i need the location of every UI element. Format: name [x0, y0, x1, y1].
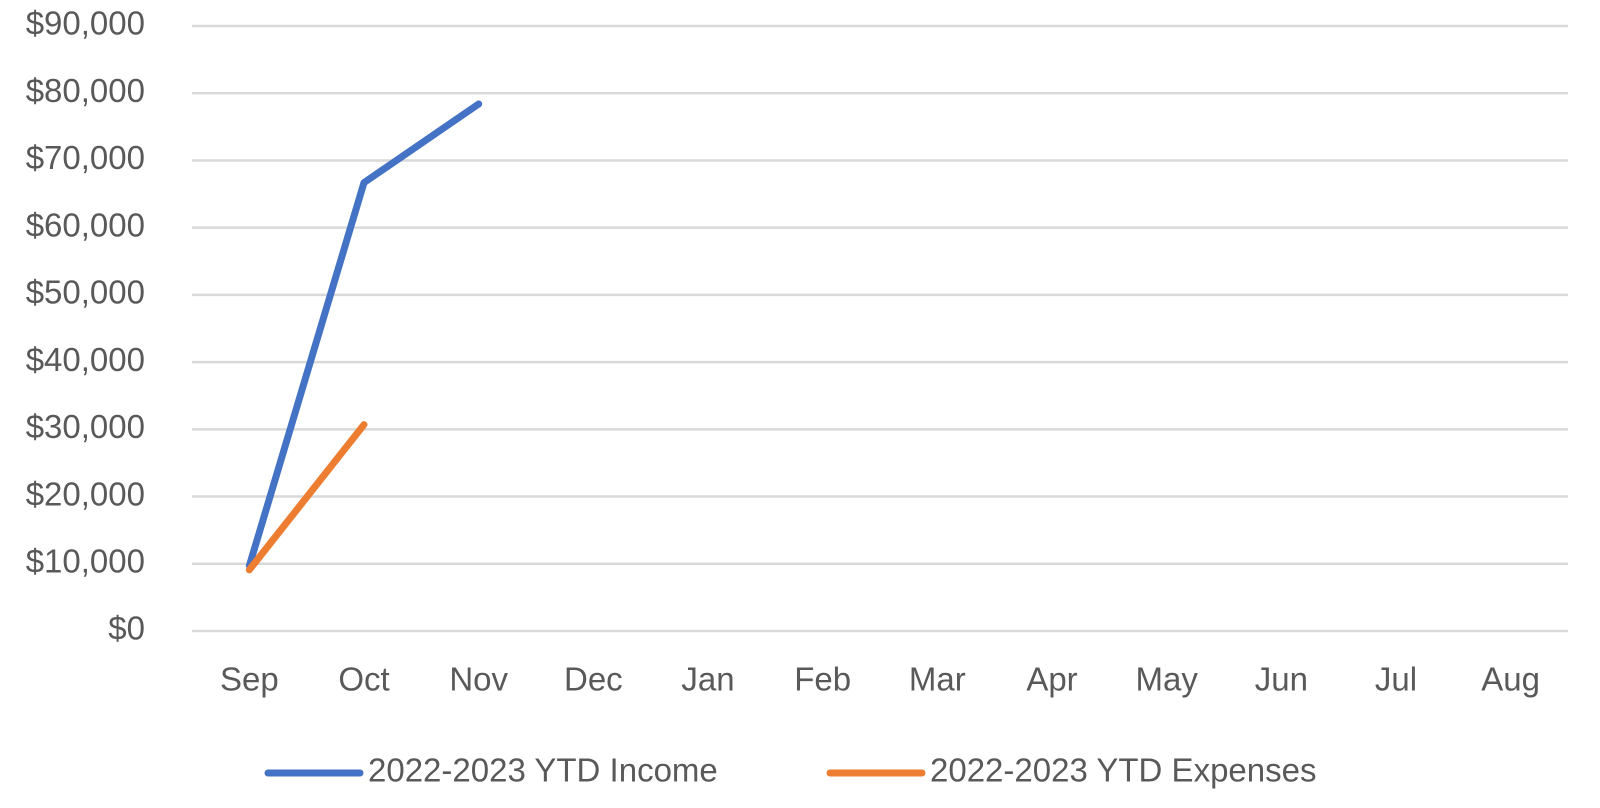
x-tick-label: Nov: [449, 661, 508, 698]
x-tick-label: Jun: [1255, 661, 1308, 698]
x-tick-label: Aug: [1481, 661, 1540, 698]
data-line: [245, 421, 368, 574]
x-tick-label: Feb: [794, 661, 851, 698]
y-tick-label: $30,000: [26, 408, 145, 445]
y-tick-label: $20,000: [26, 475, 145, 512]
x-tick-label: Jul: [1375, 661, 1417, 698]
data-line: [245, 100, 483, 570]
x-tick-label: Oct: [338, 661, 389, 698]
y-tick-label: $80,000: [26, 72, 145, 109]
y-tick-label: $70,000: [26, 139, 145, 176]
x-tick-label: Apr: [1026, 661, 1077, 698]
y-tick-label: $0: [108, 610, 145, 647]
legend-label: 2022-2023 YTD Expenses: [930, 752, 1316, 789]
x-tick-label: Sep: [220, 661, 279, 698]
y-tick-label: $10,000: [26, 542, 145, 579]
y-tick-label: $50,000: [26, 274, 145, 311]
x-tick-label: Mar: [909, 661, 966, 698]
y-tick-label: $90,000: [26, 5, 145, 42]
y-tick-label: $60,000: [26, 206, 145, 243]
x-tick-label: Dec: [564, 661, 623, 698]
legend-label: 2022-2023 YTD Income: [368, 752, 718, 789]
x-tick-label: Jan: [681, 661, 734, 698]
y-tick-label: $40,000: [26, 341, 145, 378]
x-tick-label: May: [1135, 661, 1198, 698]
